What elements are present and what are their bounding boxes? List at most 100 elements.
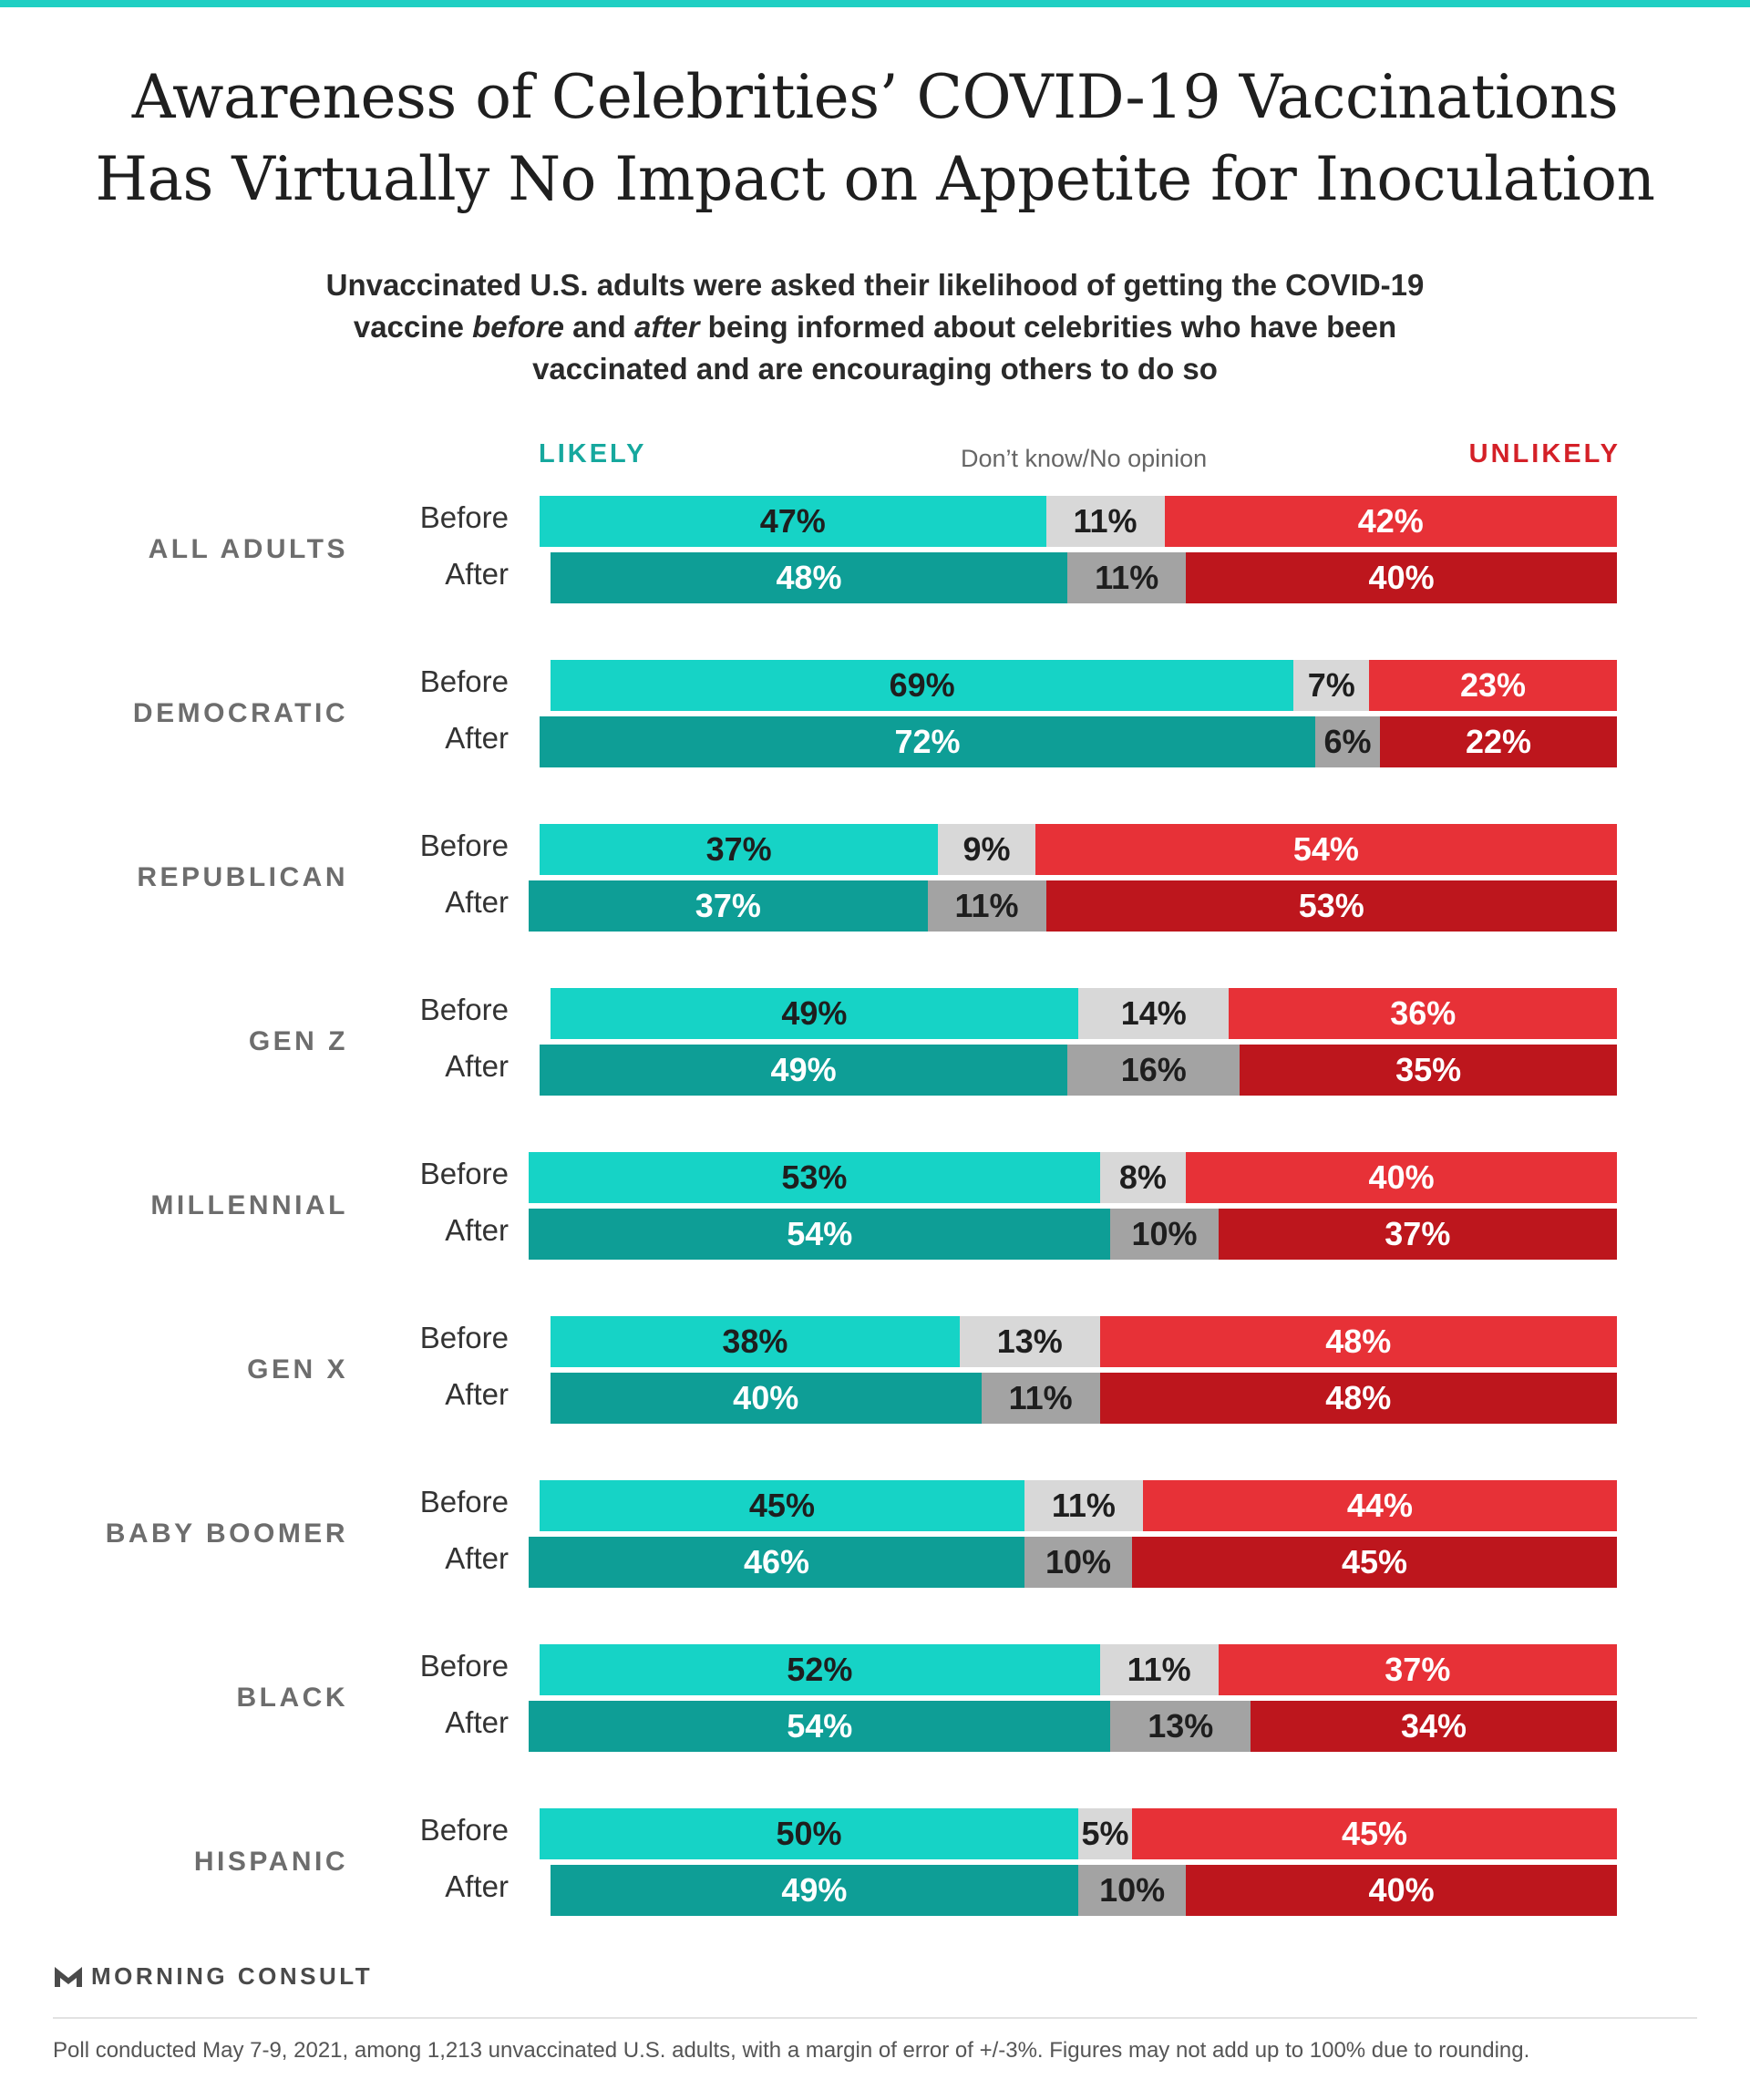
bar-segment-likely: 53%	[529, 1152, 1100, 1203]
group-label: ALL ADULTS	[148, 534, 348, 564]
subtitle-emphasis-after: after	[633, 310, 700, 344]
row-label: Before	[419, 1157, 509, 1190]
top-accent-rule	[0, 0, 1750, 7]
bar-segment-likely: 54%	[529, 1701, 1111, 1752]
bar-segment-likely: 46%	[529, 1537, 1024, 1588]
group-label: GEN X	[247, 1354, 348, 1385]
bar-segment-unlikely: 48%	[1099, 1316, 1617, 1367]
bar-segment-likely: 37%	[540, 824, 939, 875]
title-line-1: Awareness of Celebrities’ COVID-19 Vacci…	[131, 62, 1619, 132]
bar-segment-dk: 10%	[1110, 1209, 1219, 1260]
bar-segment-likely: 47%	[540, 496, 1046, 547]
group-label: HISPANIC	[193, 1847, 348, 1877]
bar-segment-dk: 11%	[1099, 1644, 1219, 1695]
bar-segment-dk: 7%	[1293, 660, 1370, 711]
row-label: Before	[419, 500, 509, 534]
bar-segment-dk: 11%	[981, 1373, 1100, 1424]
bar-segment-likely: 49%	[540, 1045, 1068, 1096]
bar-segment-dk: 13%	[1110, 1701, 1251, 1752]
subtitle-line-3: vaccinated and are encouraging others to…	[532, 352, 1218, 386]
row-label: After	[445, 1213, 509, 1247]
bar-segment-dk: 13%	[959, 1316, 1100, 1367]
bar-segment-unlikely: 36%	[1229, 988, 1617, 1039]
bar-segment-dk: 11%	[1067, 552, 1187, 603]
logo-text: MORNING CONSULT	[91, 1962, 374, 1990]
legend-dont-know: Don’t know/No opinion	[961, 445, 1208, 472]
bar-segment-likely: 54%	[529, 1209, 1111, 1260]
bar-segment-dk: 9%	[938, 824, 1035, 875]
row-label: After	[445, 1377, 509, 1411]
bar-segment-unlikely: 23%	[1369, 660, 1617, 711]
row-label: Before	[419, 1485, 509, 1518]
bar-segment-likely: 49%	[550, 1865, 1078, 1916]
bar-segment-unlikely: 42%	[1164, 496, 1617, 547]
row-label: After	[445, 721, 509, 755]
bar-segment-unlikely: 37%	[1218, 1209, 1617, 1260]
bar-segment-unlikely: 45%	[1132, 1808, 1617, 1859]
bar-segment-dk: 11%	[1045, 496, 1165, 547]
subtitle-text: being informed about celebrities who hav…	[699, 310, 1397, 344]
row-label: After	[445, 1049, 509, 1083]
row-label: After	[445, 1705, 509, 1739]
row-label: Before	[419, 1813, 509, 1847]
bar-segment-likely: 69%	[550, 660, 1294, 711]
group-label: DEMOCRATIC	[132, 698, 348, 728]
subtitle-text: and	[563, 310, 634, 344]
bar-segment-dk: 10%	[1078, 1865, 1187, 1916]
row-label: After	[445, 557, 509, 591]
row-label: After	[445, 1541, 509, 1575]
footnote: Poll conducted May 7-9, 2021, among 1,21…	[53, 2038, 1530, 2063]
row-label: Before	[419, 1649, 509, 1683]
bar-segment-unlikely: 35%	[1240, 1045, 1617, 1096]
group-label: GEN Z	[248, 1026, 348, 1056]
bar-segment-likely: 72%	[540, 716, 1316, 767]
row-label: Before	[419, 829, 509, 862]
chart-subtitle: Unvaccinated U.S. adults were asked thei…	[237, 264, 1513, 390]
bar-segment-likely: 48%	[550, 552, 1068, 603]
bar-segment-unlikely: 44%	[1142, 1480, 1617, 1531]
bar-segment-dk: 11%	[1024, 1480, 1143, 1531]
bar-segment-dk: 8%	[1099, 1152, 1187, 1203]
bar-segment-likely: 50%	[540, 1808, 1078, 1859]
bar-segment-unlikely: 48%	[1099, 1373, 1617, 1424]
bar-segment-unlikely: 40%	[1186, 1865, 1617, 1916]
bar-segment-dk: 16%	[1067, 1045, 1240, 1096]
bar-segment-likely: 40%	[550, 1373, 982, 1424]
row-label: After	[445, 1869, 509, 1903]
bar-segment-unlikely: 34%	[1251, 1701, 1617, 1752]
row-label: Before	[419, 993, 509, 1026]
bar-segment-unlikely: 53%	[1045, 880, 1617, 932]
group-label: MILLENNIAL	[150, 1190, 348, 1220]
group-label: BLACK	[236, 1683, 348, 1713]
bar-segment-likely: 52%	[540, 1644, 1100, 1695]
brand-logo: MORNING CONSULT	[53, 1962, 373, 1991]
legend-unlikely: UNLIKELY	[1468, 439, 1621, 468]
bar-segment-unlikely: 22%	[1379, 716, 1617, 767]
subtitle-text: vaccine	[353, 310, 473, 344]
bar-segment-unlikely: 45%	[1132, 1537, 1617, 1588]
group-label: REPUBLICAN	[137, 862, 348, 892]
bar-segment-likely: 37%	[529, 880, 928, 932]
bar-segment-dk: 14%	[1078, 988, 1230, 1039]
title-line-2: Has Virtually No Impact on Appetite for …	[95, 144, 1655, 214]
chart-title: Awareness of Celebrities’ COVID-19 Vacci…	[0, 57, 1750, 221]
bar-segment-dk: 5%	[1078, 1808, 1133, 1859]
row-label: After	[445, 885, 509, 919]
bar-segment-unlikely: 54%	[1035, 824, 1617, 875]
bar-segment-likely: 49%	[550, 988, 1078, 1039]
group-label: BABY BOOMER	[105, 1518, 348, 1549]
bar-segment-likely: 45%	[540, 1480, 1024, 1531]
bar-segment-dk: 10%	[1024, 1537, 1133, 1588]
bar-segment-unlikely: 40%	[1186, 552, 1617, 603]
bar-segment-likely: 38%	[550, 1316, 960, 1367]
bar-segment-dk: 11%	[927, 880, 1046, 932]
row-label: Before	[419, 664, 509, 698]
bar-segment-unlikely: 37%	[1218, 1644, 1617, 1695]
subtitle-line-1: Unvaccinated U.S. adults were asked thei…	[325, 268, 1425, 302]
subtitle-emphasis-before: before	[472, 310, 564, 344]
bar-segment-unlikely: 40%	[1186, 1152, 1617, 1203]
legend-likely: LIKELY	[539, 439, 647, 468]
bar-segment-dk: 6%	[1315, 716, 1380, 767]
footer-divider	[53, 2017, 1697, 2019]
subtitle-line-2: vaccine before and after being informed …	[237, 306, 1513, 348]
